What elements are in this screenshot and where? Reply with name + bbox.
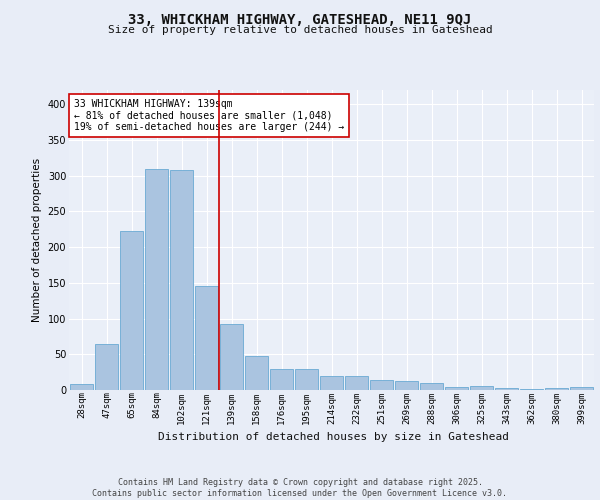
Y-axis label: Number of detached properties: Number of detached properties bbox=[32, 158, 42, 322]
Bar bbox=[170, 170, 193, 390]
Bar bbox=[220, 324, 244, 390]
Bar bbox=[470, 386, 493, 390]
Bar bbox=[445, 387, 469, 390]
Text: Size of property relative to detached houses in Gateshead: Size of property relative to detached ho… bbox=[107, 25, 493, 35]
Bar bbox=[370, 380, 394, 390]
Bar bbox=[145, 168, 169, 390]
Bar bbox=[520, 388, 544, 390]
Text: Contains HM Land Registry data © Crown copyright and database right 2025.
Contai: Contains HM Land Registry data © Crown c… bbox=[92, 478, 508, 498]
Bar bbox=[119, 232, 143, 390]
Bar bbox=[419, 383, 443, 390]
Text: 33, WHICKHAM HIGHWAY, GATESHEAD, NE11 9QJ: 33, WHICKHAM HIGHWAY, GATESHEAD, NE11 9Q… bbox=[128, 12, 472, 26]
Bar bbox=[245, 356, 268, 390]
Bar bbox=[320, 376, 343, 390]
Bar bbox=[269, 368, 293, 390]
Bar bbox=[569, 387, 593, 390]
Bar bbox=[395, 380, 418, 390]
Bar bbox=[95, 344, 118, 390]
Text: 33 WHICKHAM HIGHWAY: 139sqm
← 81% of detached houses are smaller (1,048)
19% of : 33 WHICKHAM HIGHWAY: 139sqm ← 81% of det… bbox=[74, 99, 344, 132]
Text: Distribution of detached houses by size in Gateshead: Distribution of detached houses by size … bbox=[158, 432, 509, 442]
Bar bbox=[295, 368, 319, 390]
Bar bbox=[344, 376, 368, 390]
Bar bbox=[494, 388, 518, 390]
Bar bbox=[70, 384, 94, 390]
Bar bbox=[545, 388, 568, 390]
Bar bbox=[194, 286, 218, 390]
